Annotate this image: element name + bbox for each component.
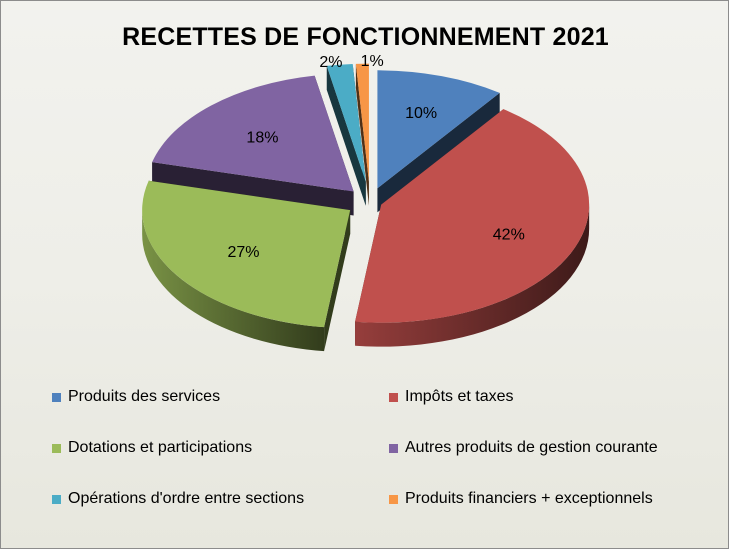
data-label-5: 1% [361,53,384,70]
legend-label: Dotations et participations [68,439,253,456]
pie-slice-0 [377,70,500,189]
slice-outer-wall-1 [355,204,590,347]
slice-inner-wall-4-0 [326,65,366,206]
pie-slice-3 [152,75,354,192]
legend-item-produits-des-services: Produits des services [52,388,220,406]
pie-slices [142,63,590,328]
legend-item-autres-produits: Autres produits de gestion courante [389,439,658,457]
pie-slice-5 [355,63,369,182]
chart-title: RECETTES DE FONCTIONNEMENT 2021 [122,23,609,51]
legend-item-dotations-et-participations: Dotations et participations [52,439,252,457]
legend-swatch [52,443,61,453]
legend-item-produits-financiers: Produits financiers + exceptionnels [389,490,653,508]
legend-item-impots-et-taxes: Impôts et taxes [389,388,514,406]
legend-swatch [52,392,61,402]
data-label-1: 42% [493,226,525,243]
pie-slice-4 [326,63,366,182]
slice-inner-wall-3-0 [152,162,354,216]
data-label-3: 18% [246,129,278,146]
legend-item-operations-d-ordre: Opérations d'ordre entre sections [52,490,304,508]
legend-swatch [52,494,61,504]
legend-label: Impôts et taxes [405,388,514,405]
pie-outer-walls [142,204,590,352]
pie-slice-2 [142,180,351,328]
legend-label: Produits des services [68,388,221,405]
data-label-0: 10% [405,105,437,122]
slice-inner-wall-0-1 [377,92,500,213]
legend-label: Produits financiers + exceptionnels [405,490,653,507]
legend-label: Opérations d'ordre entre sections [68,490,305,507]
legend-swatch [389,443,398,453]
slice-inner-wall-5-0 [355,63,369,206]
data-label-2: 27% [227,244,259,261]
slice-inner-wall-2-0 [324,210,351,352]
data-label-4: 2% [319,54,342,71]
legend-swatch [389,392,398,402]
data-labels: 10% 42% 27% 18% 2% 1% [227,53,524,261]
legend-label: Autres produits de gestion courante [405,439,658,456]
slice-outer-wall-2 [142,210,325,352]
legend-swatch [389,494,398,504]
pie-slice-1 [355,109,590,323]
